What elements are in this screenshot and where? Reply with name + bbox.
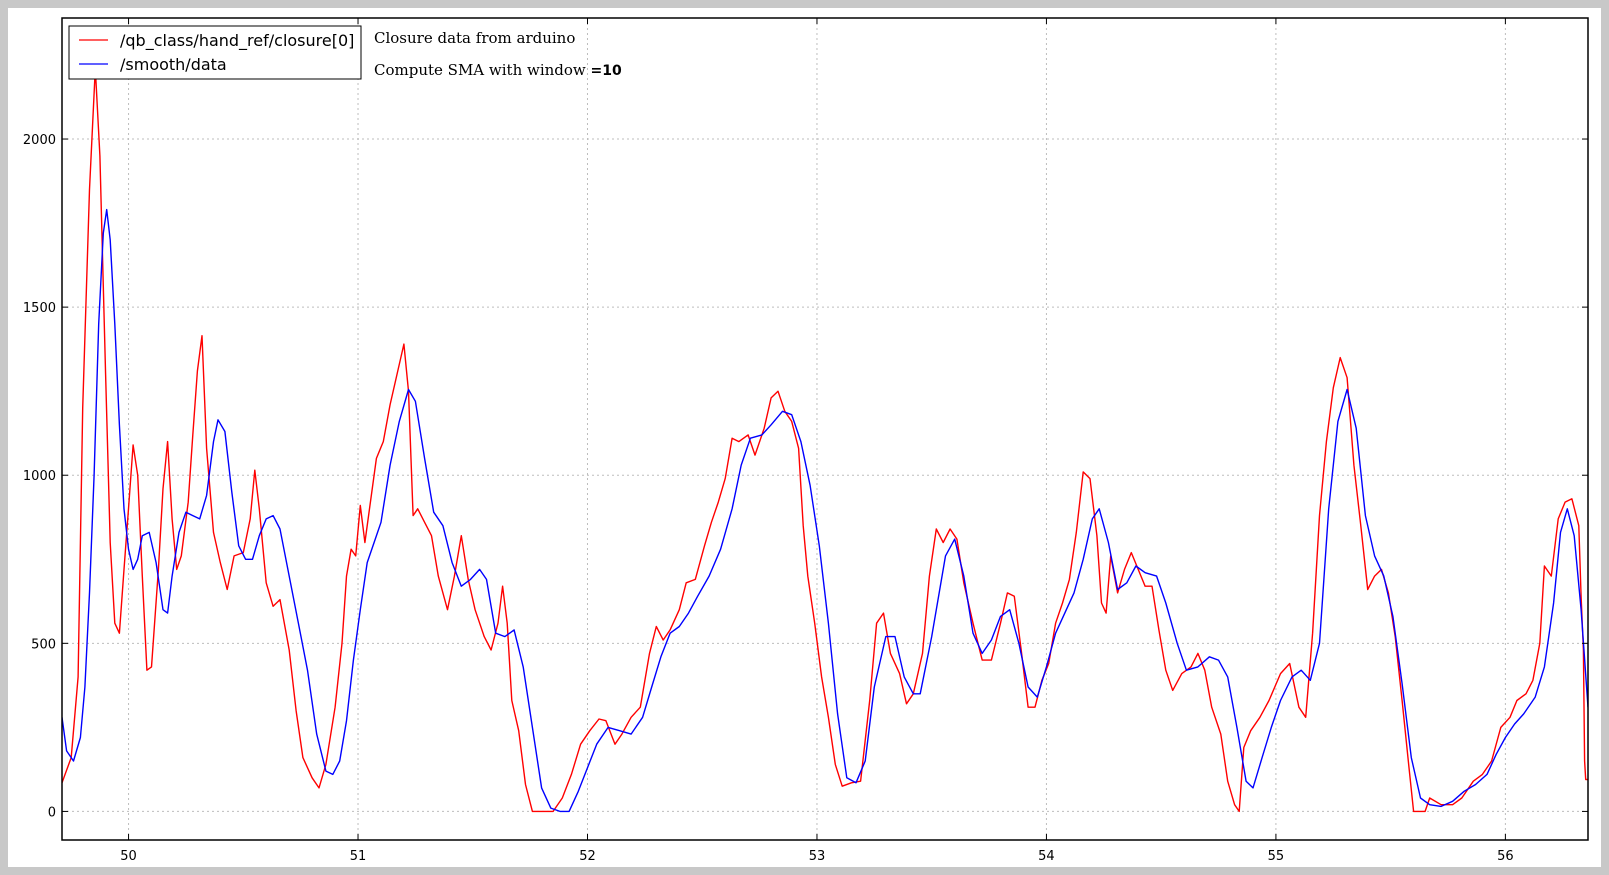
legend: /qb_class/hand_ref/closure[0] /smooth/da… — [68, 25, 362, 80]
x-tick-label: 55 — [1268, 849, 1285, 864]
x-tick-label: 52 — [579, 849, 596, 864]
x-tick-label: 53 — [809, 849, 826, 864]
legend-box — [68, 25, 362, 80]
annotation-line-1: Closure data from arduino — [374, 29, 575, 47]
axes-frame — [61, 17, 1589, 841]
grid — [62, 18, 1588, 840]
series-layer — [62, 67, 1588, 813]
series-line-smooth — [62, 208, 1588, 813]
plot-area: 50 51 52 53 54 55 56 0 500 1000 1500 2000 — [23, 17, 1589, 864]
legend-label-smooth: /smooth/data — [120, 55, 227, 74]
x-tick-label: 56 — [1497, 849, 1514, 864]
y-tick-label: 0 — [48, 805, 56, 820]
x-tick-label: 51 — [350, 849, 367, 864]
legend-label-closure: /qb_class/hand_ref/closure[0] — [120, 31, 354, 51]
y-tick-label: 500 — [31, 637, 56, 652]
y-tick-label: 2000 — [23, 133, 56, 148]
annotation-window-value: =10 — [591, 63, 622, 79]
series-line-closure — [62, 67, 1588, 813]
y-tick-label: 1000 — [23, 469, 56, 484]
annotation-line-2-prefix: Compute SMA with window — [374, 61, 591, 79]
y-tick-label: 1500 — [23, 301, 56, 316]
x-tick-label: 50 — [120, 849, 137, 864]
figure-frame — [8, 8, 1601, 867]
annotation-line-2: Compute SMA with window =10 — [374, 61, 622, 79]
ticks: 50 51 52 53 54 55 56 0 500 1000 1500 2000 — [23, 18, 1588, 864]
annotations: Closure data from arduino Compute SMA wi… — [374, 29, 622, 79]
x-tick-label: 54 — [1038, 849, 1055, 864]
